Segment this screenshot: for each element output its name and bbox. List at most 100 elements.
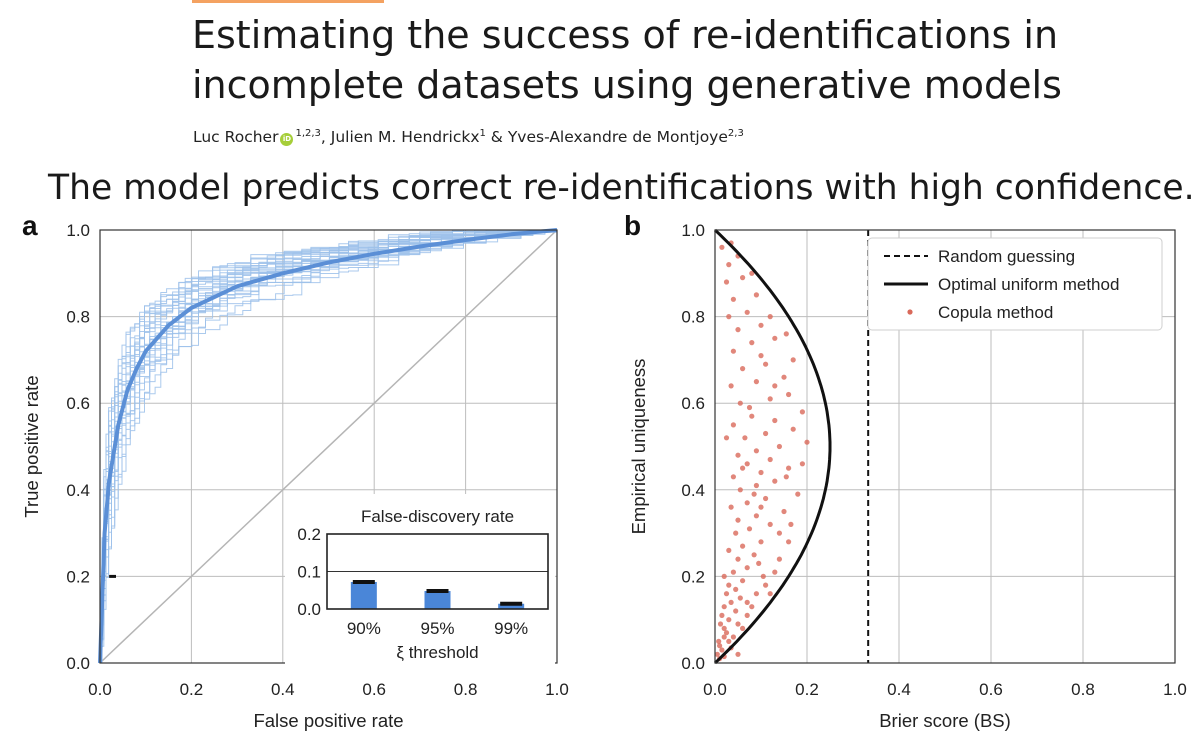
scatter-point — [749, 413, 755, 419]
scatter-point — [795, 491, 801, 497]
legend-label: Random guessing — [938, 247, 1075, 266]
scatter-point — [733, 530, 739, 536]
scatter-point — [746, 526, 753, 532]
author-separator: & — [485, 128, 508, 147]
scatter-point — [733, 608, 739, 614]
scatter-point — [749, 340, 755, 346]
scatter-point — [783, 474, 789, 480]
scatter-point — [781, 508, 787, 515]
panel-label-b: b — [624, 210, 641, 241]
scatter-point — [744, 309, 750, 315]
author-affiliation: 2,3 — [727, 128, 744, 139]
author-name: Luc Rocher — [193, 128, 279, 147]
roc-curve-faint — [100, 229, 557, 664]
scatter-point — [751, 552, 757, 558]
paper-title-line1: Estimating the success of re-identificat… — [192, 13, 1059, 57]
scatter-point — [719, 647, 725, 653]
inset-title: False-discovery rate — [361, 507, 514, 526]
diagonal-line — [99, 229, 558, 664]
scatter-point — [726, 314, 732, 320]
scatter-point — [786, 465, 792, 471]
y-tick-label: 0.8 — [681, 308, 705, 327]
scatter-point — [758, 353, 764, 359]
scatter-point — [753, 292, 760, 298]
scatter-point — [716, 638, 722, 645]
orcid-icon[interactable]: iD — [280, 133, 294, 147]
x-axis-label: False positive rate — [253, 710, 403, 731]
inset-frame — [326, 533, 549, 610]
x-tick-label: 1.0 — [1163, 680, 1187, 699]
scatter-point — [723, 591, 730, 597]
x-tick-label: 0.4 — [271, 680, 295, 699]
scatter-point — [760, 573, 766, 580]
x-tick-label: 0.0 — [88, 680, 112, 699]
scatter-point — [730, 634, 737, 640]
y-tick-label: 0.8 — [66, 308, 90, 327]
y-tick-label: 0.4 — [681, 481, 705, 500]
scatter-point — [740, 543, 746, 549]
scatter-point — [790, 426, 796, 432]
scatter-point — [744, 599, 750, 606]
scatter-point — [723, 279, 730, 285]
x-tick-label: 0.2 — [180, 680, 204, 699]
y-tick-label: 0.0 — [681, 654, 705, 673]
scatter-point — [726, 617, 732, 623]
inset-category-label: 99% — [494, 619, 528, 638]
x-tick-label: 0.2 — [795, 680, 819, 699]
scatter-point — [767, 456, 773, 463]
y-axis-label: Empirical uniqueness — [628, 359, 649, 535]
scatter-point — [790, 357, 796, 363]
y-tick-label: 0.4 — [66, 481, 90, 500]
roc-curve-faint — [100, 229, 558, 664]
scatter-point — [767, 314, 773, 320]
scatter-point — [767, 521, 773, 528]
scatter-point — [753, 591, 760, 597]
x-tick-label: 0.6 — [362, 680, 386, 699]
scatter-point — [735, 621, 741, 627]
y-tick-label: 1.0 — [66, 221, 90, 240]
scatter-point — [753, 379, 760, 385]
x-tick-label: 0.8 — [454, 680, 478, 699]
scatter-point — [735, 651, 741, 657]
headline: The model predicts correct re-identifica… — [48, 168, 1195, 208]
scatter-point — [756, 560, 762, 567]
scatter-point — [758, 469, 764, 476]
y-tick-label: 0.6 — [681, 394, 705, 413]
scatter-point — [772, 417, 778, 424]
scatter-point — [730, 474, 737, 480]
scatter-point — [735, 556, 741, 562]
scatter-point — [758, 539, 764, 545]
scatter-point — [740, 465, 746, 471]
scatter-point — [767, 396, 773, 402]
scatter-point — [721, 573, 727, 580]
axes-frame — [714, 229, 1176, 664]
scatter-point — [726, 582, 732, 588]
scatter-point — [786, 539, 792, 545]
scatter-point — [799, 409, 806, 415]
scatter-point — [728, 599, 734, 606]
scatter-point — [740, 275, 746, 281]
scatter-point — [721, 625, 727, 632]
scatter-point — [735, 452, 741, 458]
author-affiliation: 1,2,3 — [295, 128, 321, 139]
scatter-point — [746, 404, 753, 411]
scatter-point — [723, 435, 730, 441]
optimal-uniform-curve — [713, 228, 832, 665]
y-tick-label: 0.6 — [66, 394, 90, 413]
inset-y-tick-label: 0.2 — [297, 525, 321, 544]
scatter-point — [763, 582, 769, 588]
scatter-point — [744, 461, 750, 467]
scatter-point — [740, 578, 746, 584]
scatter-point — [742, 435, 748, 441]
legend-label: Copula method — [938, 303, 1053, 322]
panel-label-a: a — [22, 210, 38, 241]
scatter-point — [730, 296, 737, 302]
scatter-point — [753, 448, 760, 454]
roc-curve-faint — [100, 229, 557, 664]
scatter-point — [772, 335, 778, 341]
scatter-point — [737, 595, 743, 601]
scatter-point — [717, 621, 724, 627]
inset-category-label: 90% — [347, 619, 381, 638]
legend-box — [867, 237, 1163, 331]
inset-bar — [498, 603, 525, 609]
